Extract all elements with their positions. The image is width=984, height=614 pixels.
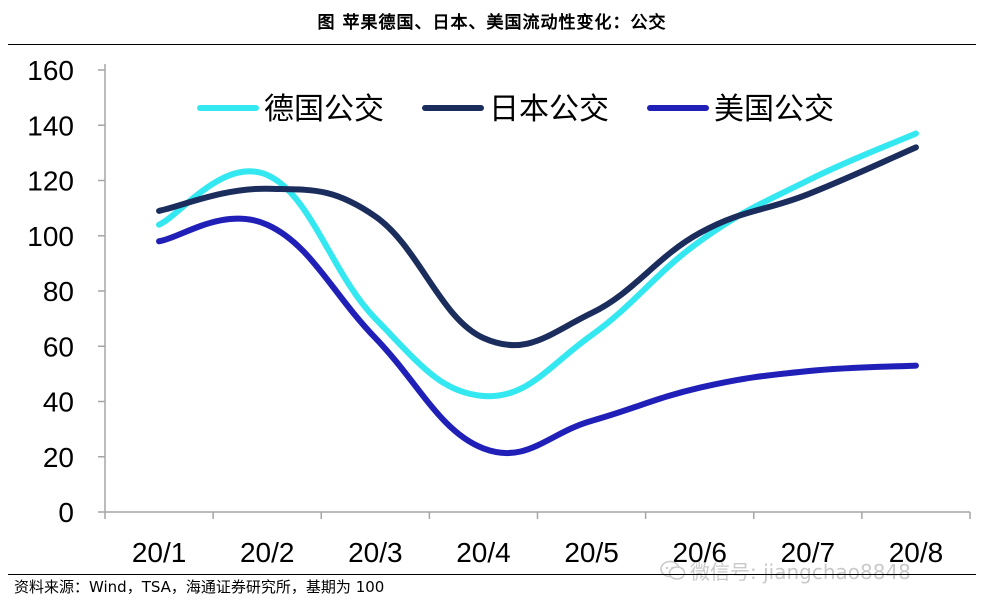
y-tick-label: 120	[27, 166, 74, 197]
legend-label-2: 美国公交	[714, 92, 834, 127]
series-line-2	[156, 215, 919, 457]
y-tick-label: 60	[43, 331, 74, 362]
x-tick-label: 20/3	[348, 537, 403, 568]
legend: 德国公交 日本公交 美国公交	[197, 92, 834, 127]
y-tick-label: 140	[27, 110, 74, 141]
source-divider	[8, 574, 976, 575]
y-tick-label: 100	[27, 221, 74, 252]
title-divider	[8, 44, 976, 45]
y-tick-label: 160	[27, 55, 74, 86]
x-tick-label: 20/4	[456, 537, 511, 568]
y-axis-ticks: 0 20 40 60 80 100 120 140 160	[27, 55, 105, 528]
y-tick-label: 20	[43, 442, 74, 473]
x-tick-label: 20/6	[672, 537, 727, 568]
x-tick-label: 20/7	[781, 537, 836, 568]
y-tick-label: 0	[58, 497, 74, 528]
chart-title: 图 苹果德国、日本、美国流动性变化：公交	[317, 13, 667, 33]
legend-label-1: 日本公交	[489, 92, 609, 127]
legend-label-0: 德国公交	[264, 92, 384, 127]
series-line-1	[156, 144, 919, 349]
x-tick-label: 20/1	[132, 537, 187, 568]
y-tick-label: 80	[43, 276, 74, 307]
wechat-icon	[660, 560, 686, 587]
x-tick-label: 20/8	[889, 537, 944, 568]
x-axis-ticks: 20/1 20/2 20/3 20/4 20/5 20/6 20/7 20/8	[104, 512, 971, 568]
x-tick-label: 20/5	[564, 537, 619, 568]
watermark-text: 微信号: jiangchao8848	[690, 560, 911, 584]
y-tick-label: 40	[43, 387, 74, 418]
series-lines	[156, 130, 919, 457]
watermark: 微信号: jiangchao8848	[660, 556, 911, 587]
series-line-0	[156, 130, 919, 400]
x-tick-label: 20/2	[240, 537, 295, 568]
source-note: 资料来源：Wind，TSA，海通证券研究所，基期为 100	[14, 578, 385, 596]
